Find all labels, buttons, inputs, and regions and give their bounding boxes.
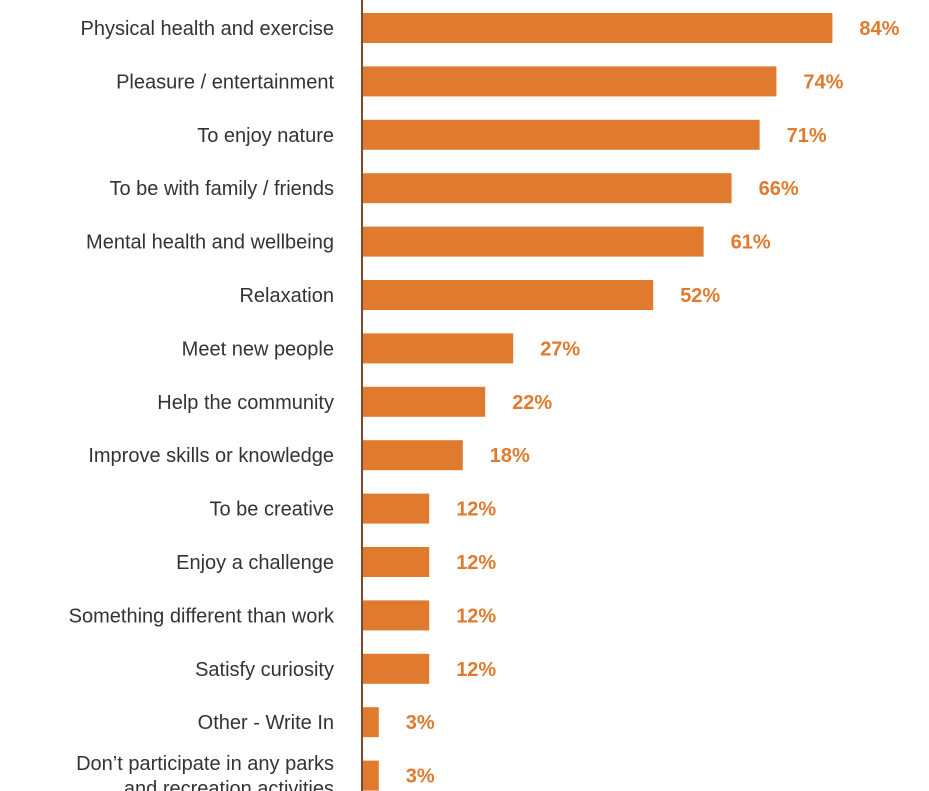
value-label: 52% bbox=[680, 285, 720, 307]
category-label-line: Satisfy curiosity bbox=[195, 659, 334, 681]
category-label-line: Other - Write In bbox=[198, 712, 334, 734]
value-label: 18% bbox=[490, 445, 530, 467]
category-label-line: To be creative bbox=[209, 499, 334, 521]
category-label-line: Physical health and exercise bbox=[81, 18, 334, 40]
category-label-line: Help the community bbox=[157, 392, 334, 414]
value-label: 12% bbox=[456, 552, 496, 574]
category-label-line: To be with family / friends bbox=[109, 178, 334, 200]
category-label: Relaxation bbox=[239, 285, 334, 307]
value-label: 71% bbox=[787, 125, 827, 147]
category-label: Help the community bbox=[157, 392, 334, 414]
bar bbox=[362, 119, 760, 150]
value-label: 84% bbox=[859, 18, 899, 40]
value-label: 12% bbox=[456, 605, 496, 627]
category-labels-group: Physical health and exercise Pleasure / e… bbox=[69, 18, 335, 791]
bar bbox=[362, 13, 833, 43]
value-label: 27% bbox=[540, 338, 580, 360]
category-label-line: Improve skills or knowledge bbox=[88, 445, 334, 467]
category-label: Pleasure / entertainment bbox=[116, 71, 334, 93]
category-label-line: Relaxation bbox=[239, 285, 334, 307]
bar bbox=[362, 173, 732, 204]
category-label: Meet new people bbox=[182, 338, 334, 360]
category-label: Improve skills or knowledge bbox=[88, 445, 334, 467]
bar bbox=[362, 653, 430, 684]
category-label-line: Pleasure / entertainment bbox=[116, 71, 334, 93]
category-label: Mental health and wellbeing bbox=[86, 232, 334, 254]
category-label: To be with family / friends bbox=[109, 178, 334, 200]
value-label: 3% bbox=[406, 712, 435, 734]
bar bbox=[362, 66, 777, 97]
value-labels-group: 84% 74% 71% 66% 61% 52% 27% 22% 18% 12% 12% 12% 12% 3… bbox=[406, 18, 900, 788]
bar bbox=[362, 600, 430, 631]
category-label-line: Something different than work bbox=[69, 605, 335, 627]
bar bbox=[362, 760, 379, 791]
category-label: To be creative bbox=[209, 499, 334, 521]
value-label: 61% bbox=[731, 232, 771, 254]
bar bbox=[362, 547, 430, 577]
category-label-line: Don’t participate in any parks bbox=[76, 753, 334, 775]
bars-group bbox=[362, 13, 833, 791]
category-label: Something different than work bbox=[69, 605, 335, 627]
category-label: To enjoy nature bbox=[197, 125, 334, 147]
value-label: 66% bbox=[759, 178, 799, 200]
value-label: 74% bbox=[803, 71, 843, 93]
bar bbox=[362, 440, 463, 471]
bar bbox=[362, 386, 486, 417]
bar bbox=[362, 707, 379, 738]
category-label: Don’t participate in any parks and recrea… bbox=[76, 753, 334, 791]
category-label: Other - Write In bbox=[198, 712, 334, 734]
category-label-line: Meet new people bbox=[182, 338, 334, 360]
value-label: 3% bbox=[406, 766, 435, 788]
category-label-line: To enjoy nature bbox=[197, 125, 334, 147]
bar bbox=[362, 493, 430, 524]
category-label-line: and recreation activities bbox=[124, 778, 334, 791]
category-label-line: Enjoy a challenge bbox=[176, 552, 334, 574]
value-label: 12% bbox=[456, 499, 496, 521]
category-label-line: Mental health and wellbeing bbox=[86, 232, 334, 254]
bar bbox=[362, 226, 704, 257]
category-label: Satisfy curiosity bbox=[195, 659, 334, 681]
category-label: Enjoy a challenge bbox=[176, 552, 334, 574]
bar bbox=[362, 280, 654, 310]
value-label: 22% bbox=[512, 392, 552, 414]
bar bbox=[362, 333, 514, 364]
value-label: 12% bbox=[456, 659, 496, 681]
category-label: Physical health and exercise bbox=[81, 18, 334, 40]
